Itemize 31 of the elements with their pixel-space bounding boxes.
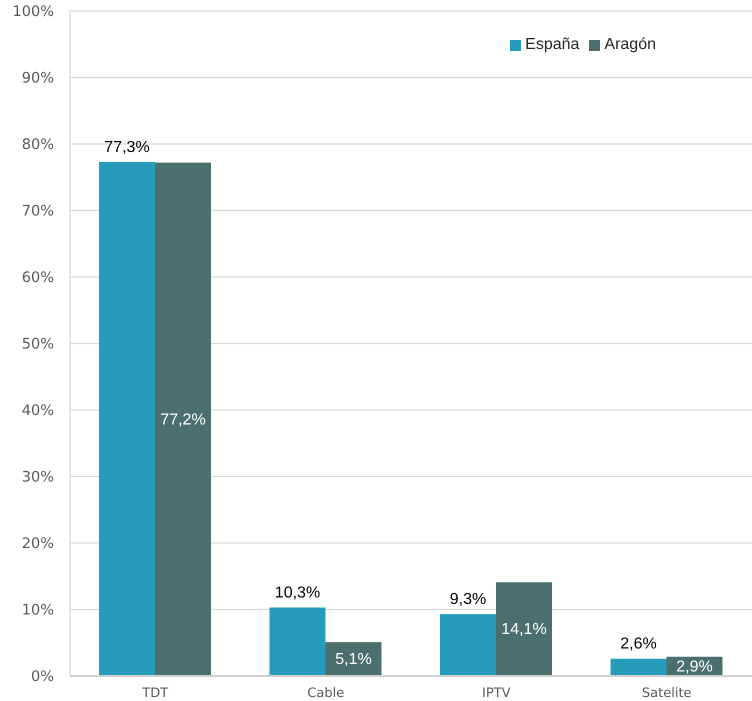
data-label: 14,1% [501,621,547,638]
y-tick-label: 30% [22,470,54,486]
bar [269,608,326,676]
bar [440,614,496,676]
y-tick-label: 20% [22,536,54,552]
data-label: 9,3% [450,591,486,608]
y-tick-label: 50% [22,336,54,353]
data-label: 2,9% [676,658,713,676]
x-tick-label: Cable [307,686,344,701]
bar [154,162,211,676]
data-label: 10,3% [274,584,320,602]
x-tick-label: Satelite [642,686,692,701]
legend-label: España [525,36,580,53]
x-tick-label: TDT [141,686,168,701]
y-tick-label: 0% [30,669,54,686]
x-tick-label: IPTV [482,686,511,701]
bar [610,658,666,676]
data-label: 5,1% [335,651,372,668]
y-tick-label: 100% [12,4,54,20]
y-tick-label: 80% [22,137,54,154]
legend-label: Aragón [604,36,656,53]
data-label: 77,3% [104,138,150,156]
data-label: 77,2% [160,411,206,428]
bar [496,582,552,676]
y-tick-label: 70% [22,204,54,220]
y-tick-label: 90% [22,70,54,87]
data-label: 2,6% [620,636,657,653]
y-tick-label: 60% [22,270,54,286]
y-tick-label: 10% [22,602,54,619]
y-tick-label: 40% [22,403,54,420]
bar [98,162,155,676]
